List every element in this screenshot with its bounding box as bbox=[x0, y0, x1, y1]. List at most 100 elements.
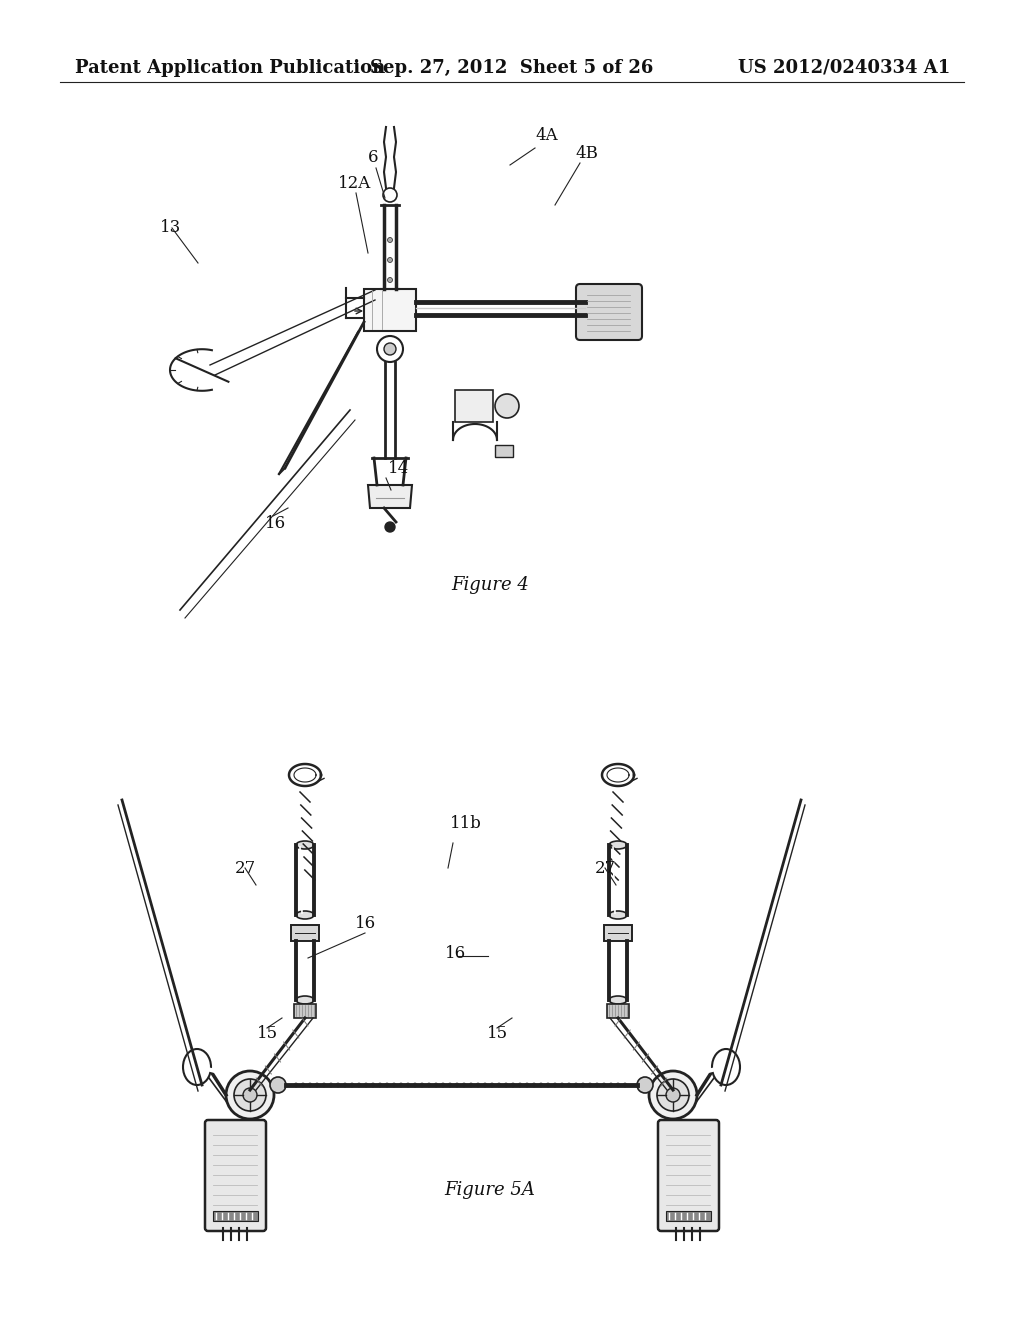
Circle shape bbox=[434, 1082, 438, 1088]
Circle shape bbox=[637, 1077, 653, 1093]
Circle shape bbox=[623, 1082, 627, 1088]
Circle shape bbox=[455, 1082, 459, 1088]
Polygon shape bbox=[368, 484, 412, 508]
Text: 15: 15 bbox=[257, 1026, 279, 1041]
Ellipse shape bbox=[296, 911, 314, 919]
Circle shape bbox=[384, 343, 396, 355]
Circle shape bbox=[615, 1082, 621, 1088]
Circle shape bbox=[573, 1082, 579, 1088]
Circle shape bbox=[385, 521, 395, 532]
Circle shape bbox=[495, 393, 519, 418]
Circle shape bbox=[447, 1082, 453, 1088]
Circle shape bbox=[234, 1078, 266, 1111]
Circle shape bbox=[567, 1082, 571, 1088]
Circle shape bbox=[385, 1082, 389, 1088]
Circle shape bbox=[398, 1082, 403, 1088]
Bar bbox=[495, 445, 513, 457]
Circle shape bbox=[427, 1082, 431, 1088]
Ellipse shape bbox=[296, 997, 314, 1005]
FancyBboxPatch shape bbox=[658, 1119, 719, 1232]
Circle shape bbox=[666, 1088, 680, 1102]
Bar bbox=[455, 389, 493, 422]
Circle shape bbox=[387, 238, 392, 243]
Text: 16: 16 bbox=[445, 945, 466, 962]
Circle shape bbox=[329, 1082, 333, 1088]
Circle shape bbox=[387, 277, 392, 282]
Text: 12A: 12A bbox=[338, 176, 372, 191]
Circle shape bbox=[497, 1082, 501, 1088]
Circle shape bbox=[226, 1071, 274, 1119]
Circle shape bbox=[489, 1082, 495, 1088]
Circle shape bbox=[308, 1082, 312, 1088]
Circle shape bbox=[476, 1082, 480, 1088]
Circle shape bbox=[560, 1082, 564, 1088]
Text: Patent Application Publication: Patent Application Publication bbox=[75, 59, 385, 77]
Ellipse shape bbox=[609, 911, 627, 919]
Ellipse shape bbox=[296, 841, 314, 849]
Circle shape bbox=[462, 1082, 466, 1088]
Bar bbox=[213, 1210, 258, 1221]
Circle shape bbox=[314, 1082, 319, 1088]
Ellipse shape bbox=[609, 841, 627, 849]
Circle shape bbox=[588, 1082, 592, 1088]
Text: 4B: 4B bbox=[575, 145, 598, 162]
Text: Figure 5A: Figure 5A bbox=[444, 1181, 536, 1199]
Circle shape bbox=[539, 1082, 543, 1088]
Text: 6: 6 bbox=[368, 149, 379, 166]
Text: 16: 16 bbox=[355, 915, 376, 932]
Circle shape bbox=[440, 1082, 445, 1088]
Circle shape bbox=[322, 1082, 327, 1088]
Bar bbox=[666, 1210, 711, 1221]
Text: 11b: 11b bbox=[450, 814, 482, 832]
Circle shape bbox=[243, 1088, 257, 1102]
Circle shape bbox=[649, 1071, 697, 1119]
Bar bbox=[364, 289, 416, 331]
Text: Sep. 27, 2012  Sheet 5 of 26: Sep. 27, 2012 Sheet 5 of 26 bbox=[371, 59, 653, 77]
Circle shape bbox=[595, 1082, 599, 1088]
Circle shape bbox=[378, 1082, 382, 1088]
Circle shape bbox=[343, 1082, 347, 1088]
Circle shape bbox=[602, 1082, 606, 1088]
Circle shape bbox=[482, 1082, 487, 1088]
Text: Figure 4: Figure 4 bbox=[451, 576, 529, 594]
Text: US 2012/0240334 A1: US 2012/0240334 A1 bbox=[737, 59, 950, 77]
Circle shape bbox=[657, 1078, 689, 1111]
Circle shape bbox=[336, 1082, 340, 1088]
Text: 13: 13 bbox=[160, 219, 181, 236]
Text: 27: 27 bbox=[595, 861, 616, 876]
Bar bbox=[607, 1005, 629, 1018]
Circle shape bbox=[524, 1082, 529, 1088]
Circle shape bbox=[383, 187, 397, 202]
Text: 16: 16 bbox=[265, 515, 286, 532]
Text: 27: 27 bbox=[234, 861, 256, 876]
Circle shape bbox=[581, 1082, 585, 1088]
Text: 14: 14 bbox=[388, 459, 410, 477]
Circle shape bbox=[350, 1082, 354, 1088]
Circle shape bbox=[469, 1082, 473, 1088]
Ellipse shape bbox=[609, 997, 627, 1005]
Circle shape bbox=[511, 1082, 515, 1088]
Circle shape bbox=[364, 1082, 369, 1088]
Circle shape bbox=[553, 1082, 557, 1088]
Circle shape bbox=[518, 1082, 522, 1088]
Circle shape bbox=[387, 257, 392, 263]
Circle shape bbox=[406, 1082, 411, 1088]
Circle shape bbox=[546, 1082, 550, 1088]
Circle shape bbox=[301, 1082, 305, 1088]
Circle shape bbox=[413, 1082, 417, 1088]
Circle shape bbox=[504, 1082, 508, 1088]
Circle shape bbox=[609, 1082, 613, 1088]
Circle shape bbox=[371, 1082, 375, 1088]
Circle shape bbox=[377, 337, 403, 362]
FancyBboxPatch shape bbox=[575, 284, 642, 341]
Text: 15: 15 bbox=[487, 1026, 508, 1041]
Bar bbox=[291, 925, 319, 941]
Circle shape bbox=[270, 1077, 286, 1093]
Bar bbox=[294, 1005, 316, 1018]
Circle shape bbox=[392, 1082, 396, 1088]
Bar bbox=[604, 925, 632, 941]
FancyBboxPatch shape bbox=[205, 1119, 266, 1232]
Circle shape bbox=[294, 1082, 298, 1088]
Circle shape bbox=[420, 1082, 424, 1088]
Text: 4A: 4A bbox=[535, 127, 558, 144]
